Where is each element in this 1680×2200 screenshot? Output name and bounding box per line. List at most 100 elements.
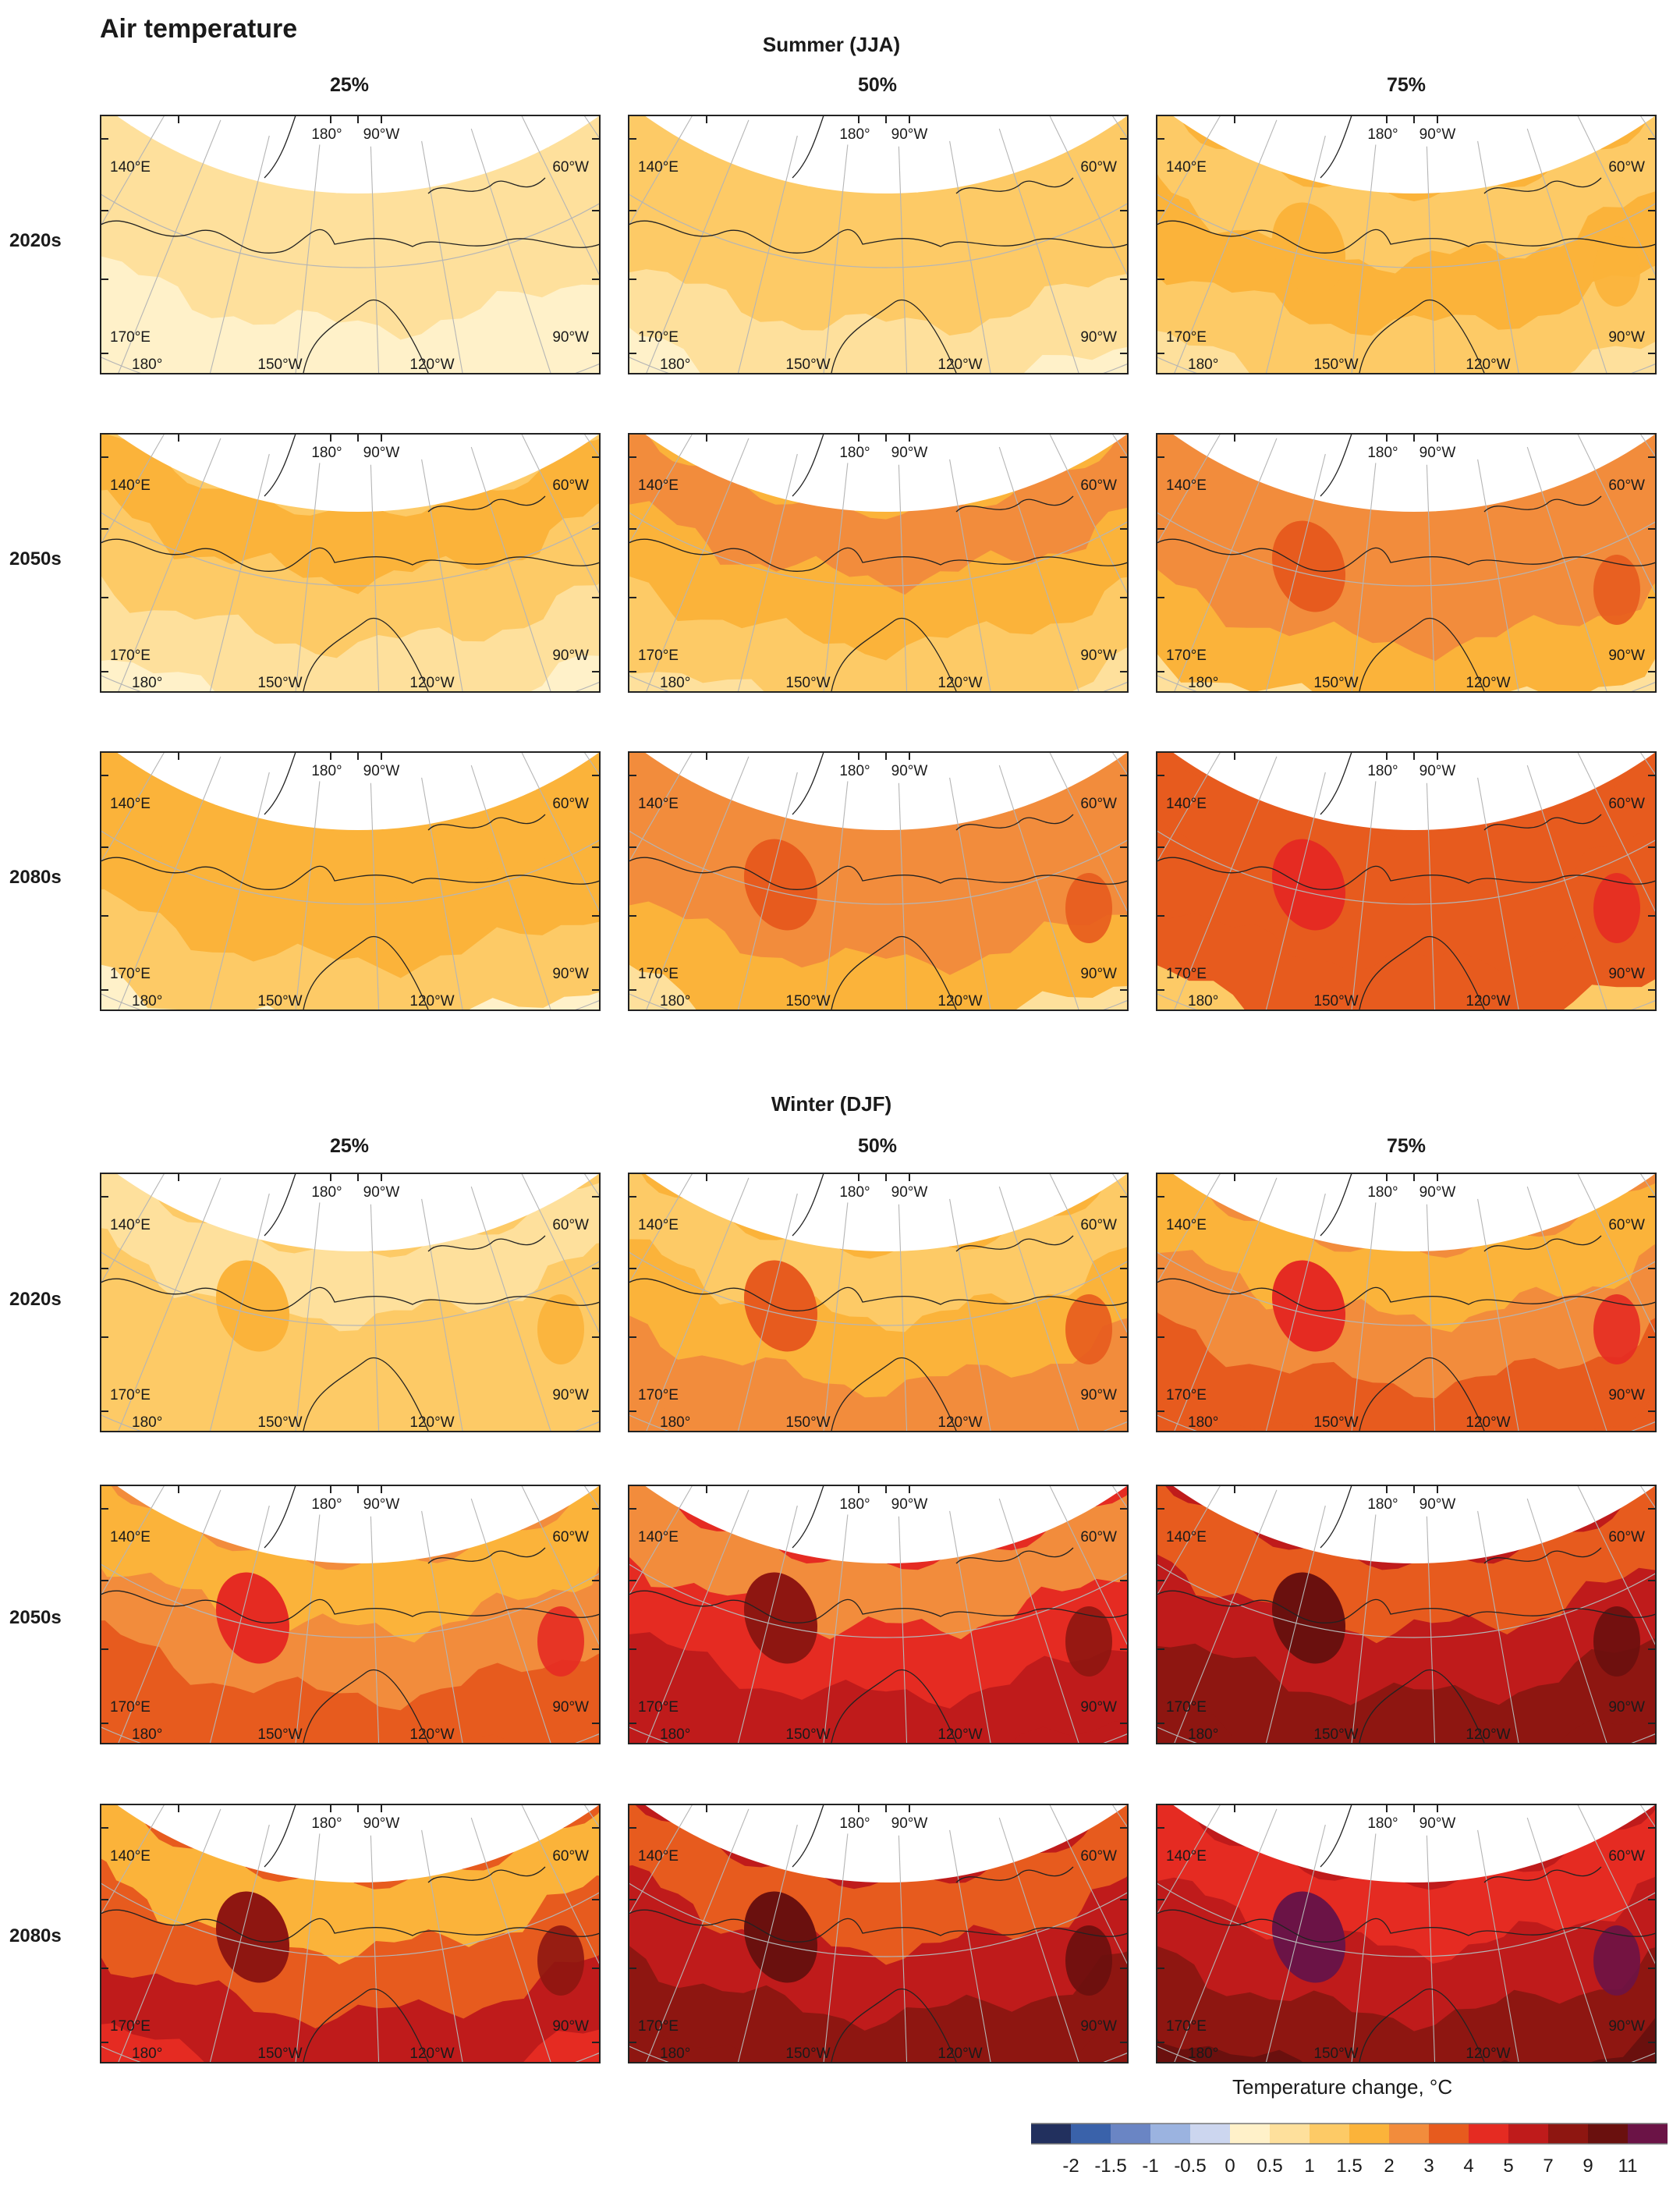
axis-label-170e: 170°E	[1166, 2018, 1207, 2035]
graticule-meridian	[898, 1204, 908, 1432]
axis-label-150w: 150°W	[1313, 2046, 1358, 2062]
graticule-meridian	[1577, 115, 1656, 277]
graticule-latitude	[1157, 511, 1656, 587]
graticule-meridian	[1577, 1173, 1656, 1335]
pole-hole	[644, 1804, 1128, 1882]
graticule-latitude	[629, 1563, 1128, 1638]
graticule-meridian	[295, 1833, 321, 2063]
colorbar-tick-label: 0	[1225, 2156, 1235, 2177]
map-panel-winter-2080s-50pct: 180° 90°W 140°E 170°E 60°W 90°W 180° 150°W 120°W	[628, 1804, 1129, 2063]
graticule-meridian	[823, 1833, 849, 2063]
axis-label-140e: 140°E	[1166, 1848, 1207, 1865]
graticule-meridian	[737, 1505, 798, 1744]
graticule-meridian	[1426, 464, 1436, 692]
axis-label-90w-top: 90°W	[1419, 1496, 1456, 1513]
coastline	[101, 1173, 600, 1432]
axis-label-90w-right: 90°W	[1608, 1699, 1645, 1716]
graticule-meridian	[521, 1485, 600, 1647]
map-panel-winter-2020s-25pct: 180° 90°W 140°E 170°E 60°W 90°W 180° 150°W 120°W	[100, 1173, 601, 1432]
graticule-meridian	[1157, 1804, 1221, 1916]
axis-label-90w-top: 90°W	[1419, 763, 1456, 779]
axis-label-60w: 60°W	[1608, 1217, 1645, 1233]
axis-label-90w-right: 90°W	[1080, 966, 1117, 982]
colorbar-tick-label: 11	[1618, 2156, 1638, 2177]
axis-label-180-bottom: 180°	[660, 2046, 690, 2062]
axis-label-170e: 170°E	[638, 1387, 679, 1403]
pole-hole	[116, 434, 600, 512]
graticule-meridian	[1049, 115, 1128, 277]
graticule-meridian	[370, 464, 380, 692]
pole-hole	[1172, 434, 1656, 512]
axis-label-60w: 60°W	[1080, 796, 1117, 812]
graticule-meridian	[470, 1498, 551, 1744]
temperature-hotspot	[1065, 1606, 1112, 1677]
axis-label-180-bottom: 180°	[132, 2046, 162, 2062]
graticule-meridian	[823, 1514, 849, 1744]
coastline	[629, 1804, 1128, 2063]
temperature-hotspot	[1593, 873, 1640, 943]
graticule-meridian	[1426, 782, 1436, 1010]
temperature-hotspot	[743, 1572, 818, 1664]
graticule-meridian	[470, 128, 551, 374]
graticule-meridian	[370, 1835, 380, 2063]
graticule-meridian	[998, 765, 1079, 1010]
colorbar-tick-label: -1	[1142, 2156, 1158, 2177]
axis-label-150w: 150°W	[1313, 675, 1358, 691]
graticule-meridian	[101, 434, 165, 545]
axis-label-90w-right: 90°W	[1608, 329, 1645, 346]
graticule-meridian	[1426, 1516, 1436, 1744]
graticule-meridian	[1477, 1198, 1519, 1432]
axis-label-180-top: 180°	[1367, 763, 1398, 779]
graticule-latitude	[101, 511, 600, 587]
colorbar-tick-label: -2	[1062, 2156, 1079, 2177]
graticule-latitude	[629, 1251, 1128, 1326]
pole-hole	[116, 1173, 600, 1251]
coastline	[1157, 434, 1656, 692]
graticule-meridian	[1351, 781, 1377, 1010]
graticule-meridian	[209, 1193, 270, 1432]
graticule-meridian	[470, 446, 551, 692]
axis-label-90w-top: 90°W	[891, 1815, 928, 1832]
axis-label-90w-right: 90°W	[1080, 2018, 1117, 2035]
column-header-75-summer: 75%	[1386, 74, 1427, 96]
axis-label-140e: 140°E	[1166, 477, 1207, 494]
panel-frame	[100, 751, 601, 1011]
season-title-winter: Winter (DJF)	[771, 1092, 892, 1116]
axis-label-120w: 120°W	[937, 993, 982, 1010]
coastline	[1157, 1485, 1656, 1744]
coastline	[629, 1485, 1128, 1744]
colorbar-tick-label: 1	[1304, 2156, 1314, 2177]
coastline	[1157, 752, 1656, 1010]
graticule-meridian	[1265, 1824, 1326, 2063]
axis-label-180-bottom: 180°	[660, 675, 690, 691]
graticule-meridian	[521, 1804, 600, 1966]
graticule-meridian	[1477, 140, 1519, 374]
axis-label-120w: 120°W	[1466, 993, 1510, 1010]
axis-label-170e: 170°E	[638, 966, 679, 982]
temperature-hotspot	[1065, 1925, 1112, 1996]
graticule-meridian	[521, 434, 600, 595]
temperature-hotspot	[537, 1925, 584, 1996]
colorbar-swatch	[1548, 2124, 1588, 2144]
axis-label-180-bottom: 180°	[660, 1726, 690, 1743]
graticule-meridian	[209, 1505, 270, 1744]
axis-label-60w: 60°W	[1608, 159, 1645, 176]
graticule-meridian	[1157, 434, 1221, 545]
coastline	[1157, 115, 1656, 374]
row-label-2080s-summer: 2080s	[9, 867, 62, 888]
row-label-2080s-winter: 2080s	[9, 1925, 62, 1946]
map-panel-summer-2020s-75pct: 180° 90°W 140°E 170°E 60°W 90°W 180° 150°W 120°W	[1156, 115, 1657, 374]
graticule-meridian	[1265, 1193, 1326, 1432]
axis-label-180-top: 180°	[1367, 1184, 1398, 1201]
colorbar-swatch	[1310, 2124, 1349, 2144]
pole-hole	[1172, 1804, 1656, 1882]
axis-label-180-bottom: 180°	[1188, 1726, 1218, 1743]
graticule-meridian	[101, 1173, 165, 1285]
map-panel-summer-2050s-50pct: 180° 90°W 140°E 170°E 60°W 90°W 180° 150°W 120°W	[628, 433, 1129, 693]
axis-label-90w-top: 90°W	[891, 126, 928, 143]
colorbar-swatch	[1031, 2124, 1071, 2144]
colorbar-tick-label: 2	[1384, 2156, 1394, 2177]
axis-label-120w: 120°W	[409, 2046, 454, 2062]
graticule-latitude	[629, 1882, 1128, 1957]
graticule-meridian	[1351, 1202, 1377, 1432]
